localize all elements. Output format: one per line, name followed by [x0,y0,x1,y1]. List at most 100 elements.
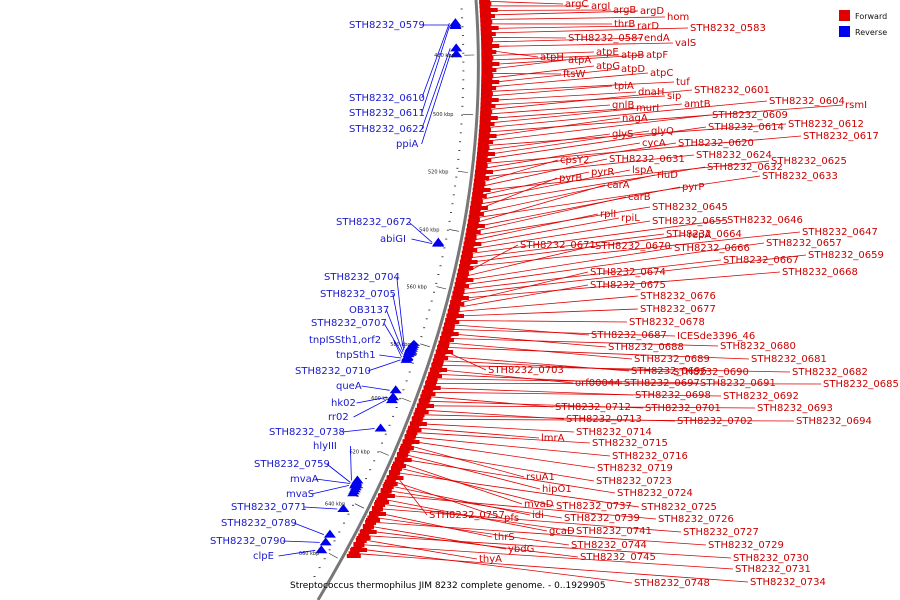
forward-feature [417,404,434,408]
forward-feature [478,146,490,150]
forward-leader-line [378,517,570,546]
forward-gene-label: amtB [684,99,711,110]
forward-gene-label: STH8232_0617 [803,131,879,142]
forward-feature [436,350,454,354]
forward-leader-line [450,338,719,347]
legend-swatch [839,10,850,21]
reverse-feature [404,349,417,356]
forward-feature [480,116,498,120]
forward-feature [473,188,491,192]
forward-gene-label: STH8232_0716 [612,451,688,462]
scale-minor-tick [388,424,391,426]
forward-leader-line [359,553,749,583]
reverse-feature [347,490,359,497]
forward-leader-line [474,217,620,245]
forward-feature [438,344,449,348]
forward-gene-label: thyA [479,554,502,565]
forward-gene-label: thrB [614,19,635,30]
forward-feature [466,230,481,234]
legend-label: Reverse [855,28,887,37]
forward-feature [457,272,469,276]
forward-gene-label: ftsW [563,69,585,80]
forward-gene-label: rluD [657,170,678,181]
forward-feature [469,212,484,216]
forward-gene-label: STH8232_0583 [690,23,766,34]
forward-gene-label: rsmI [845,100,867,111]
forward-feature [420,394,432,400]
forward-gene-label: STH8232_0724 [617,488,693,499]
forward-leader-line [492,72,649,88]
forward-feature [481,14,495,18]
scale-minor-tick [452,194,455,196]
forward-leader-line [492,68,620,83]
forward-gene-label: STH8232_0689 [634,354,710,365]
reverse-gene-label: STH8232_0672 [336,217,412,228]
forward-gene-label: hipO1 [542,484,572,495]
forward-leader-line [485,142,677,173]
forward-feature [481,98,499,102]
forward-leader-line [371,531,579,558]
forward-feature [392,464,406,468]
forward-feature [453,290,465,294]
forward-gene-label: STH8232_0692 [723,391,799,402]
scale-minor-tick [352,504,354,506]
forward-leader-line [401,468,555,507]
forward-gene-label: STH8232_0646 [727,215,803,226]
forward-leader-line [480,174,656,214]
forward-gene-label: glyS [612,129,633,140]
reverse-gene-label: ppiA [396,139,418,150]
scale-tick-label: 540 kbp [419,227,439,233]
forward-leader-line [467,245,594,276]
forward-feature [468,214,480,220]
reverse-leader-line [315,478,350,484]
scale-minor-tick [461,26,464,28]
scale-minor-tick [405,380,408,382]
forward-leader-line [483,171,590,196]
forward-feature [412,416,424,420]
forward-feature [443,326,455,330]
scale-minor-tick [347,513,350,515]
forward-gene-label: lspA [632,165,653,176]
forward-leader-line [492,65,595,79]
forward-leader-line [458,295,639,312]
reverse-gene-label: STH8232_0789 [221,518,297,529]
forward-leader-line [478,184,606,223]
forward-gene-label: argI [591,1,610,12]
forward-leader-line [431,396,554,408]
forward-feature [457,268,469,274]
forward-gene-label: lmrA [541,433,565,444]
forward-gene-label: STH8232_0712 [555,402,631,413]
forward-feature [461,254,473,258]
forward-leader-line [492,50,539,58]
reverse-gene-label: hlyIII [313,441,337,452]
forward-feature [456,278,474,282]
forward-feature [478,152,495,156]
forward-gene-label: atpD [621,64,645,75]
reverse-gene-label: STH8232_0705 [320,289,396,300]
reverse-gene-label: tnpISSth1,orf2 [309,335,381,346]
reverse-leader-line [326,463,351,483]
reverse-leader-line [411,238,433,244]
reverse-leader-line [361,385,390,391]
forward-feature [407,428,422,432]
forward-gene-label: STH8232_0612 [788,119,864,130]
forward-feature [480,2,492,6]
forward-leader-line [469,231,801,267]
reverse-leader-line [421,48,451,130]
scale-minor-tick [425,318,428,320]
scale-tick-label: 600 kbp [371,396,391,402]
scale-minor-tick [414,353,417,355]
forward-gene-label: STH8232_0727 [683,527,759,538]
forward-feature [421,392,436,396]
scale-minor-tick [445,238,448,240]
forward-gene-label: atpB [621,50,644,61]
forward-gene-label: STH8232_0715 [592,438,668,449]
scale-tick-label: 480 kbp [434,53,454,59]
forward-leader-line [399,472,640,508]
scale-minor-tick [439,265,442,267]
scale-minor-tick [417,344,420,346]
forward-leader-line [417,432,591,444]
forward-leader-line [488,123,787,146]
scale-tick-label: 560 kbp [407,285,427,291]
forward-leader-line [491,85,613,97]
